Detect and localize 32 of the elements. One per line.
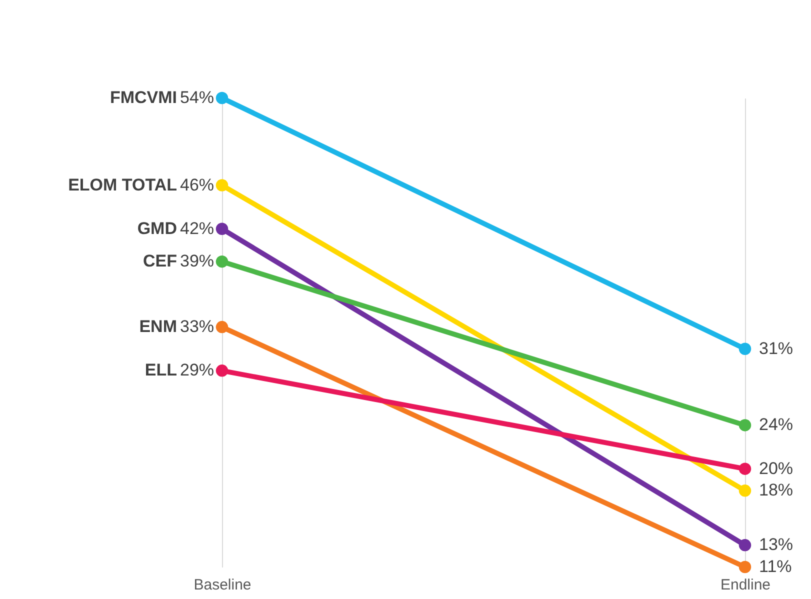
data-label: 11% bbox=[759, 557, 792, 576]
data-label: 18% bbox=[759, 480, 794, 500]
text: ELL bbox=[144, 360, 177, 380]
text: GMD bbox=[137, 218, 177, 238]
point bbox=[738, 560, 752, 574]
text: ELOM TOTAL bbox=[68, 175, 177, 194]
data-label: 31% bbox=[759, 338, 794, 358]
point bbox=[738, 462, 752, 475]
point bbox=[216, 255, 228, 268]
point bbox=[216, 222, 228, 235]
data-label: 54% bbox=[180, 88, 214, 107]
point bbox=[216, 364, 228, 377]
point bbox=[738, 342, 752, 355]
point bbox=[216, 320, 228, 334]
data-label: 46% bbox=[180, 175, 214, 194]
text: CEF bbox=[143, 252, 177, 271]
data-label: 24% bbox=[759, 415, 794, 434]
data-label: 29% bbox=[180, 360, 214, 380]
point bbox=[216, 92, 228, 104]
data-label: 13% bbox=[759, 535, 794, 554]
point bbox=[216, 179, 228, 192]
data-label: 39% bbox=[180, 252, 214, 271]
point bbox=[738, 484, 752, 497]
data-label: 33% bbox=[180, 317, 214, 336]
text: FMCVMI bbox=[110, 88, 177, 107]
point bbox=[738, 419, 752, 432]
data-label: 20% bbox=[759, 458, 794, 478]
data-label: 42% bbox=[180, 218, 214, 238]
x-tick-label: Endline bbox=[720, 576, 771, 594]
text: ENM bbox=[139, 317, 177, 336]
x-tick-label: Baseline bbox=[194, 576, 252, 594]
point bbox=[738, 539, 752, 552]
